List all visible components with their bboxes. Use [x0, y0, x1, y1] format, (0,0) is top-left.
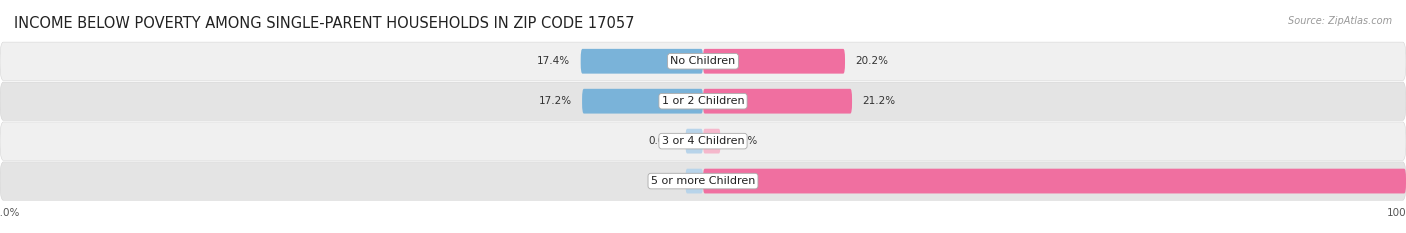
Text: 20.2%: 20.2% [855, 56, 889, 66]
FancyBboxPatch shape [703, 89, 852, 113]
Text: 1 or 2 Children: 1 or 2 Children [662, 96, 744, 106]
Text: 0.0%: 0.0% [648, 136, 675, 146]
FancyBboxPatch shape [686, 129, 703, 154]
FancyBboxPatch shape [0, 122, 1406, 160]
Text: No Children: No Children [671, 56, 735, 66]
Text: 21.2%: 21.2% [863, 96, 896, 106]
Text: 17.4%: 17.4% [537, 56, 571, 66]
FancyBboxPatch shape [703, 49, 845, 74]
FancyBboxPatch shape [581, 49, 703, 74]
Text: INCOME BELOW POVERTY AMONG SINGLE-PARENT HOUSEHOLDS IN ZIP CODE 17057: INCOME BELOW POVERTY AMONG SINGLE-PARENT… [14, 16, 634, 31]
Text: 0.0%: 0.0% [648, 176, 675, 186]
FancyBboxPatch shape [582, 89, 703, 113]
FancyBboxPatch shape [703, 129, 721, 154]
Text: Source: ZipAtlas.com: Source: ZipAtlas.com [1288, 16, 1392, 26]
Text: 3 or 4 Children: 3 or 4 Children [662, 136, 744, 146]
FancyBboxPatch shape [686, 169, 703, 193]
FancyBboxPatch shape [0, 82, 1406, 120]
FancyBboxPatch shape [703, 169, 1406, 193]
Text: 5 or more Children: 5 or more Children [651, 176, 755, 186]
FancyBboxPatch shape [0, 162, 1406, 200]
Text: 17.2%: 17.2% [538, 96, 571, 106]
FancyBboxPatch shape [0, 42, 1406, 80]
Text: 0.0%: 0.0% [731, 136, 758, 146]
